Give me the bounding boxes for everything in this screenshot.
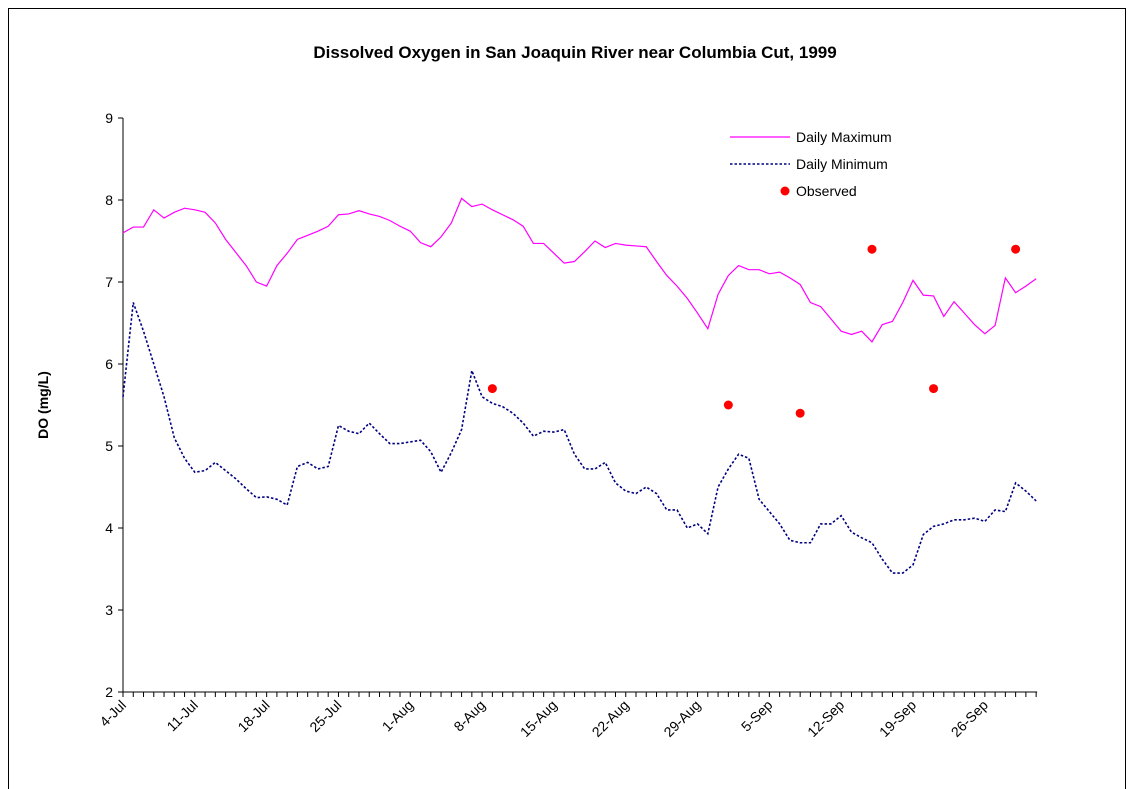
y-tick-label: 8 [105,192,113,208]
x-tick-label: 26-Sep [948,697,991,740]
data-point [1011,244,1021,254]
data-point [929,384,939,394]
legend-label: Daily Maximum [796,129,892,145]
x-tick-label: 12-Sep [804,697,847,740]
legend-label: Observed [796,183,857,199]
chart-frame [8,8,1126,789]
data-point [795,408,805,418]
x-tick-label: 5-Sep [738,697,776,735]
x-tick-label: 18-Jul [234,697,272,735]
legend-item: Daily Minimum [730,156,888,172]
y-tick-label: 4 [105,520,113,536]
y-axis-label: DO (mg/L) [35,371,51,439]
data-point [723,400,733,410]
x-tick-label: 11-Jul [163,697,201,735]
x-tick-label: 8-Aug [450,697,488,735]
x-tick-label: 25-Jul [306,697,344,735]
legend-item: Observed [780,183,857,199]
series-line [122,302,1037,574]
y-tick-label: 3 [105,602,113,618]
data-point [867,244,877,254]
y-tick-label: 5 [105,438,113,454]
legend-label: Daily Minimum [796,156,888,172]
y-tick-label: 9 [105,110,113,126]
series-line [122,197,1037,343]
y-tick-label: 2 [105,684,113,700]
data-point [487,384,497,394]
x-tick-label: 4-Jul [96,697,129,730]
x-tick-label: 22-Aug [589,697,632,740]
y-tick-label: 6 [105,356,113,372]
chart-title: Dissolved Oxygen in San Joaquin River ne… [313,43,836,62]
x-tick-label: 15-Aug [517,697,560,740]
x-tick-label: 19-Sep [876,697,919,740]
legend-swatch [780,186,790,196]
x-tick-label: 29-Aug [660,697,703,740]
legend-item: Daily Maximum [730,129,892,145]
x-tick-label: 1-Aug [379,697,417,735]
y-tick-label: 7 [105,274,113,290]
